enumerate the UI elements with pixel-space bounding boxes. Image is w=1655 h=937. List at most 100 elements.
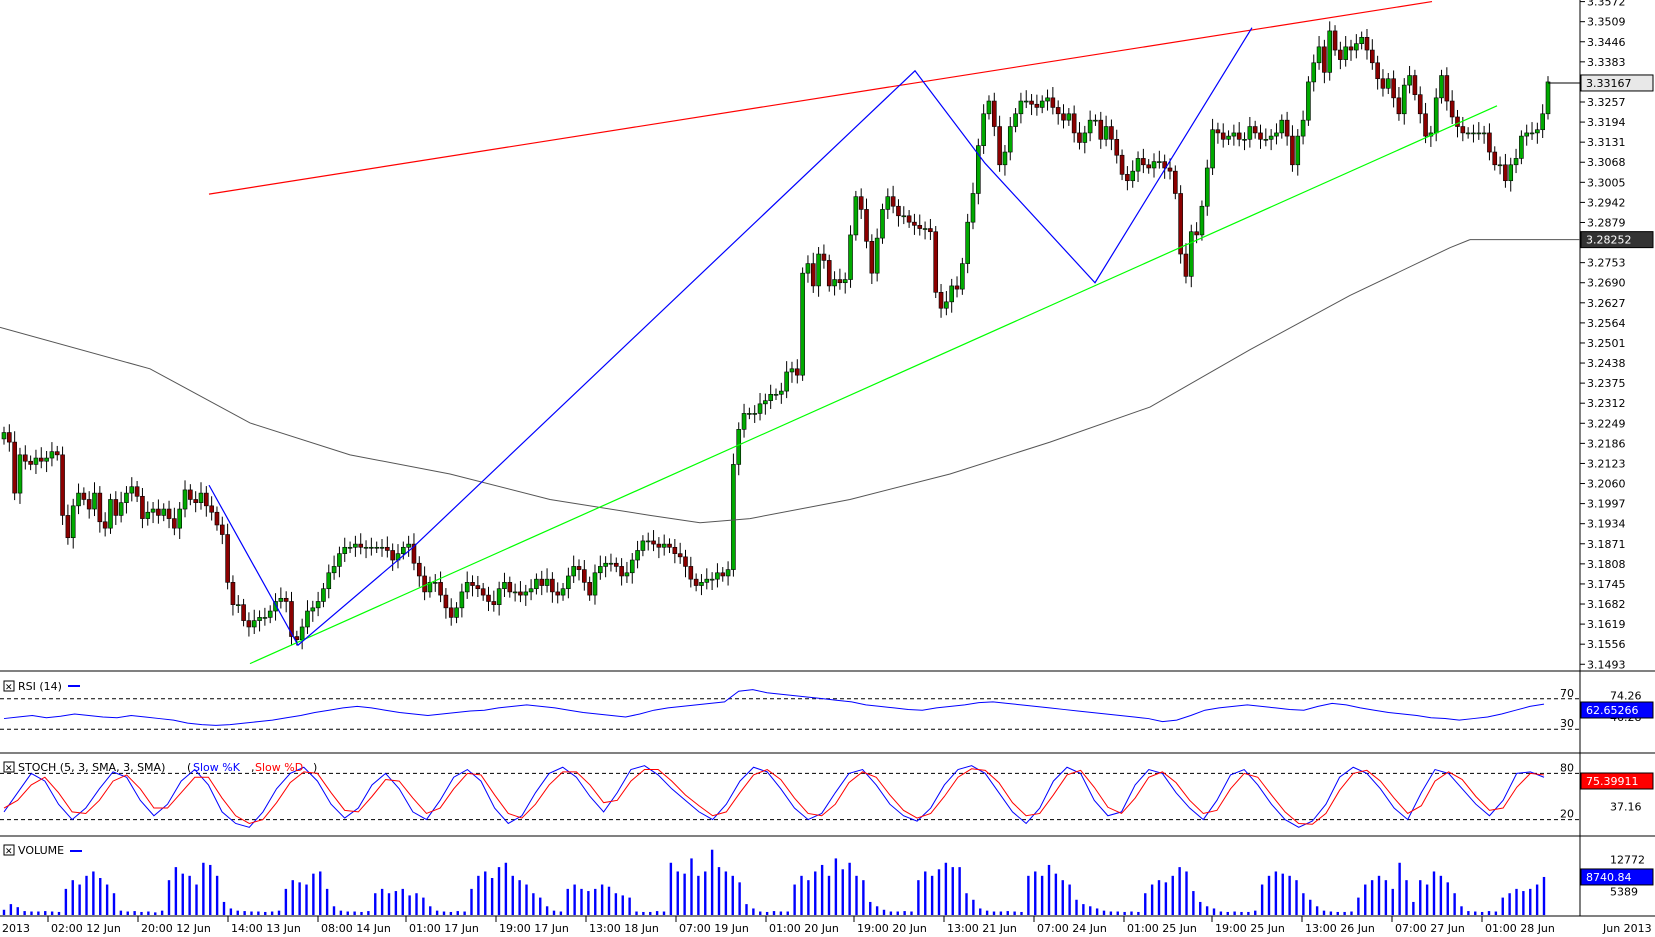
volume-bar (415, 893, 418, 915)
trendline (249, 105, 1498, 665)
candle-down (219, 524, 225, 535)
volume-bar (552, 910, 556, 915)
volume-bar (525, 884, 528, 915)
volume-bar (889, 911, 893, 915)
candle-up (592, 572, 598, 596)
candle-up (779, 390, 784, 395)
candle-up (566, 575, 571, 590)
candle-down (1284, 119, 1290, 137)
ma-price-label: 3.28252 (1586, 234, 1632, 247)
candle-up (842, 279, 848, 284)
volume-bar (401, 888, 404, 915)
volume-bar (649, 911, 652, 915)
volume-bar (834, 858, 838, 915)
candle-down (65, 515, 71, 539)
candle-down (188, 489, 193, 500)
price-tick-label: 3.1556 (1587, 638, 1626, 651)
candle-down (906, 215, 912, 223)
volume-bar (1480, 911, 1484, 915)
volume-bar (99, 878, 102, 915)
candle-down (1162, 161, 1167, 169)
volume-bar (167, 880, 171, 915)
volume-bar (1281, 873, 1284, 915)
volume-bar (202, 862, 205, 915)
volume-bar (559, 911, 563, 915)
volume-bar (800, 875, 803, 915)
candle-up (374, 546, 379, 549)
candle-up (427, 582, 433, 593)
volume-bar (992, 911, 996, 915)
candle-up (1508, 164, 1514, 182)
volume-bar (1013, 911, 1016, 915)
candle-up (129, 486, 135, 494)
rsi-axis-label: 74.26 (1610, 690, 1642, 703)
stoch-close-box[interactable] (3, 761, 15, 773)
volume-bar (277, 910, 281, 915)
volume-bar (862, 880, 865, 915)
candle-up (1045, 97, 1050, 102)
volume-bar (2, 909, 6, 915)
volume-bar (1267, 875, 1271, 915)
volume-bar (1274, 871, 1278, 915)
volume-bar (1205, 906, 1209, 915)
volume-bar (738, 882, 741, 915)
candle-up (1204, 167, 1210, 207)
candle-down (896, 205, 901, 217)
volume-bar (1542, 876, 1546, 915)
candle-up (150, 508, 156, 513)
volume-bar (1157, 880, 1161, 915)
candle-up (315, 601, 321, 609)
candle-down (1375, 62, 1380, 80)
candle-up (544, 578, 550, 586)
time-axis: 2013 02:00 12 Jun 20:00 12 Jun 14:00 13 Jun… (2, 916, 1652, 935)
candle-up (1439, 75, 1444, 99)
candle-down (102, 521, 108, 529)
rsi-last-label: 62.65266 (1586, 704, 1639, 717)
candle-up (949, 285, 954, 303)
candle-up (1316, 46, 1322, 64)
candle-up (161, 508, 167, 516)
candle-down (810, 263, 816, 287)
candle-down (672, 546, 678, 554)
candle-down (86, 499, 92, 510)
volume-bar (855, 875, 858, 915)
candle-down (576, 566, 582, 570)
candle-down (507, 582, 513, 593)
candle-down (656, 543, 662, 548)
volume-bar (511, 875, 514, 915)
candle-down (294, 636, 300, 641)
candle-down (358, 543, 364, 548)
volume-bar (745, 904, 748, 915)
candle-down (1215, 129, 1221, 134)
rsi-level-label: 30 (1560, 717, 1574, 730)
volume-bar (979, 908, 982, 915)
candle-up (704, 578, 710, 583)
volume-bar (917, 880, 920, 915)
volume-bar (1412, 901, 1415, 915)
volume-close-box[interactable] (3, 844, 15, 856)
volume-bar (1522, 891, 1525, 915)
volume-last-box (1580, 868, 1654, 886)
candle-down (858, 196, 864, 210)
candle-up (502, 582, 507, 590)
candle-down (172, 518, 177, 529)
volume-bar (1260, 884, 1264, 915)
volume-bar (188, 875, 191, 915)
volume-bar (429, 906, 432, 915)
price-tick-label: 3.2375 (1587, 377, 1626, 390)
candle-up (1007, 126, 1013, 153)
stoch-header: ✕ STOCH (5, 3, SMA, 3, SMA) (3, 761, 165, 774)
volume-bar (140, 911, 143, 915)
volume-bar (284, 888, 288, 915)
candle-up (1247, 126, 1253, 140)
volume-bar (814, 871, 817, 915)
candle-down (134, 486, 140, 497)
volume-bar (387, 893, 391, 915)
candle-down (475, 585, 481, 590)
rsi-close-box[interactable] (3, 680, 15, 692)
volume-bar (57, 911, 61, 915)
candle-up (1268, 135, 1274, 140)
time-tick-label: 01:00 25 Jun (1127, 922, 1197, 935)
